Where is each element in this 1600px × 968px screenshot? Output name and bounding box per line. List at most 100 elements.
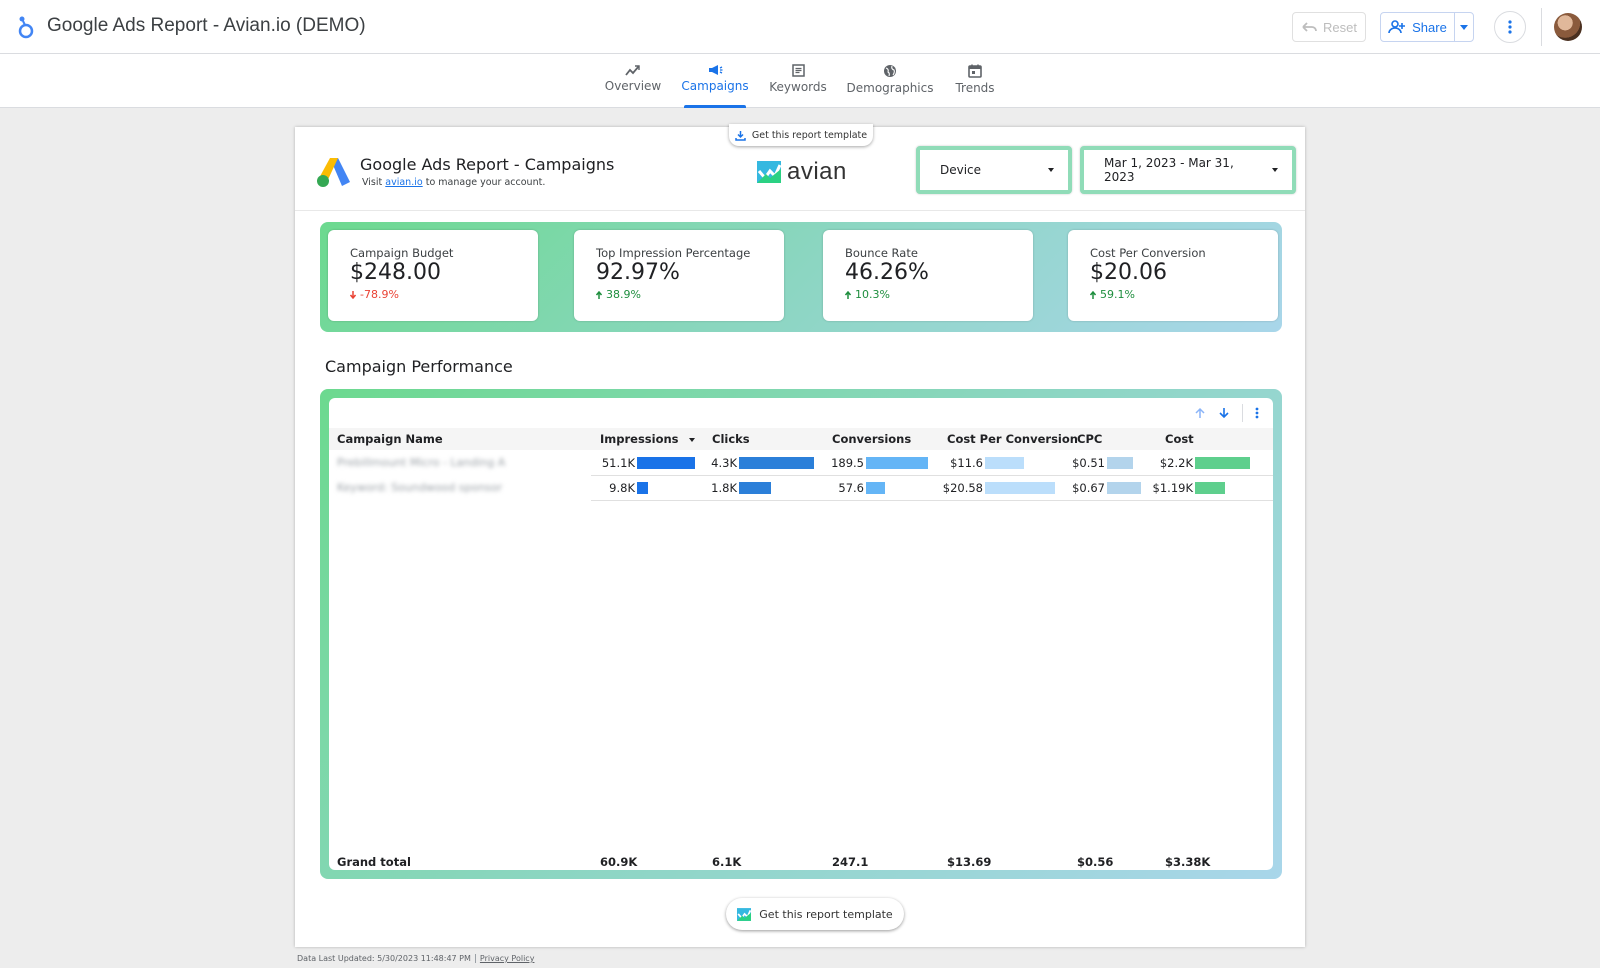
col-label: Impressions	[600, 432, 679, 446]
scorecard-label: Bounce Rate	[845, 246, 918, 260]
cpc-cell: $0.67	[1072, 481, 1105, 495]
cost-cell: $1.19K	[1152, 481, 1193, 495]
date-range-value: Mar 1, 2023 - Mar 31, 2023	[1104, 156, 1234, 184]
cost-cell: $2.2K	[1159, 456, 1193, 470]
avian-mark-icon	[737, 907, 752, 921]
get-template-button-top[interactable]: Get this report template	[729, 124, 873, 146]
scorecard-panel: Campaign Budget $248.00 -78.9% Top Impre…	[320, 222, 1282, 332]
col-impressions[interactable]: Impressions	[600, 432, 695, 446]
toolbar-divider	[1242, 404, 1243, 422]
avian-wordmark: avian	[787, 158, 847, 185]
scorecard-top-impression[interactable]: Top Impression Percentage 92.97% 38.9%	[574, 230, 784, 321]
arrow-down-icon[interactable]	[1218, 407, 1230, 419]
scorecard-label: Top Impression Percentage	[596, 246, 751, 260]
google-ads-logo-icon	[317, 158, 350, 187]
app-title: Google Ads Report - Avian.io (DEMO)	[47, 15, 366, 36]
campaign-name-cell[interactable]: Prebillmount Micro - Landing A	[337, 456, 506, 469]
impressions-bar	[637, 457, 695, 469]
tab-keywords[interactable]: Keywords	[769, 54, 827, 108]
cpc-cell: $0.51	[1072, 456, 1105, 470]
report-title: Google Ads Report - Campaigns	[360, 155, 615, 174]
cpc-bar	[1107, 482, 1141, 494]
change-value: 38.9%	[606, 288, 641, 301]
device-filter-value: Device	[940, 163, 982, 177]
col-clicks[interactable]: Clicks	[712, 432, 750, 446]
avian-logo: avian	[757, 158, 847, 186]
scorecard-value: $248.00	[350, 260, 441, 285]
reset-button[interactable]: Reset	[1292, 12, 1366, 42]
tab-campaigns[interactable]: Campaigns	[681, 54, 749, 108]
more-options-button[interactable]	[1494, 11, 1526, 43]
arrow-down-icon	[350, 290, 356, 299]
impressions-bar	[637, 482, 648, 494]
table-row[interactable]	[591, 450, 1273, 476]
scorecard-cost-per-conversion[interactable]: Cost Per Conversion $20.06 59.1%	[1068, 230, 1278, 321]
tab-label: Overview	[604, 79, 662, 93]
scorecard-bounce-rate[interactable]: Bounce Rate 46.26% 10.3%	[823, 230, 1033, 321]
clicks-bar	[739, 482, 771, 494]
scorecard-label: Campaign Budget	[350, 246, 454, 260]
scorecard-value: $20.06	[1090, 260, 1167, 285]
document-icon	[791, 64, 805, 77]
tab-trends[interactable]: Trends	[955, 54, 995, 108]
calendar-icon	[968, 64, 982, 78]
col-conversions[interactable]: Conversions	[832, 432, 912, 446]
col-cost-per-conversion[interactable]: Cost Per Conversion	[947, 432, 1078, 446]
report-footer: Data Last Updated: 5/30/2023 11:48:47 PM…	[297, 954, 534, 963]
col-cpc[interactable]: CPC	[1077, 432, 1103, 446]
get-template-button-bottom[interactable]: Get this report template	[726, 898, 904, 930]
col-cost[interactable]: Cost	[1165, 432, 1194, 446]
avatar[interactable]	[1554, 13, 1582, 41]
campaign-table[interactable]: Campaign Name Impressions Clicks Convers…	[329, 398, 1273, 870]
cpc_conv-cell: $11.6	[950, 456, 983, 470]
tab-overview[interactable]: Overview	[604, 54, 662, 108]
change-value: 10.3%	[855, 288, 890, 301]
conversions-bar	[866, 457, 928, 469]
arrow-up-icon	[596, 290, 602, 299]
table-row[interactable]	[591, 475, 1273, 501]
sort-desc-icon	[688, 437, 695, 442]
section-title: Campaign Performance	[325, 357, 513, 376]
total-impressions: 60.9K	[600, 855, 638, 869]
total-cost-per-conversion: $13.69	[947, 855, 992, 869]
date-range-control[interactable]: Mar 1, 2023 - Mar 31, 2023	[1080, 146, 1296, 194]
share-main[interactable]: Share	[1381, 13, 1455, 41]
undo-icon	[1302, 22, 1317, 32]
reset-label: Reset	[1323, 19, 1357, 35]
campaign-name-cell[interactable]: Keyword: Soundwood sponsor	[337, 481, 503, 494]
arrow-up-icon	[1090, 290, 1096, 299]
divider	[1541, 8, 1542, 46]
cost-bar	[1195, 482, 1225, 494]
looker-studio-logo-icon[interactable]	[16, 14, 36, 40]
clicks-cell: 1.8K	[711, 481, 737, 495]
page-nav: Overview Campaigns Keywords Demographics…	[0, 54, 1600, 108]
cpc_conv-cell: $20.58	[942, 481, 983, 495]
share-button[interactable]: Share	[1380, 12, 1474, 42]
avian-link[interactable]: avian.io	[385, 177, 423, 188]
scorecard-change: 59.1%	[1090, 288, 1135, 301]
tab-demographics[interactable]: Demographics	[847, 54, 933, 108]
grand-total-label: Grand total	[337, 855, 411, 869]
subtitle-suffix: to manage your account.	[425, 177, 546, 188]
device-filter[interactable]: Device	[916, 146, 1072, 194]
tab-label: Trends	[955, 81, 995, 95]
scorecard-change: 38.9%	[596, 288, 641, 301]
share-dropdown-icon[interactable]	[1455, 13, 1473, 41]
total-clicks: 6.1K	[712, 855, 742, 869]
app-bar: Google Ads Report - Avian.io (DEMO) Rese…	[0, 0, 1600, 54]
table-toolbar	[1194, 404, 1259, 422]
tab-label: Campaigns	[681, 79, 749, 93]
megaphone-icon	[709, 65, 723, 75]
tab-label: Demographics	[846, 81, 934, 95]
total-cpc: $0.56	[1077, 855, 1114, 869]
col-campaign-name[interactable]: Campaign Name	[337, 432, 443, 446]
conversions-cell: 57.6	[838, 481, 864, 495]
privacy-policy-link[interactable]: Privacy Policy	[474, 954, 534, 963]
conversions-cell: 189.5	[831, 456, 864, 470]
impressions-cell: 9.8K	[609, 481, 635, 495]
table-header	[329, 428, 1273, 450]
share-label: Share	[1412, 19, 1447, 35]
more-vert-icon[interactable]	[1255, 407, 1259, 419]
arrow-up-icon[interactable]	[1194, 407, 1206, 419]
scorecard-campaign-budget[interactable]: Campaign Budget $248.00 -78.9%	[328, 230, 538, 321]
